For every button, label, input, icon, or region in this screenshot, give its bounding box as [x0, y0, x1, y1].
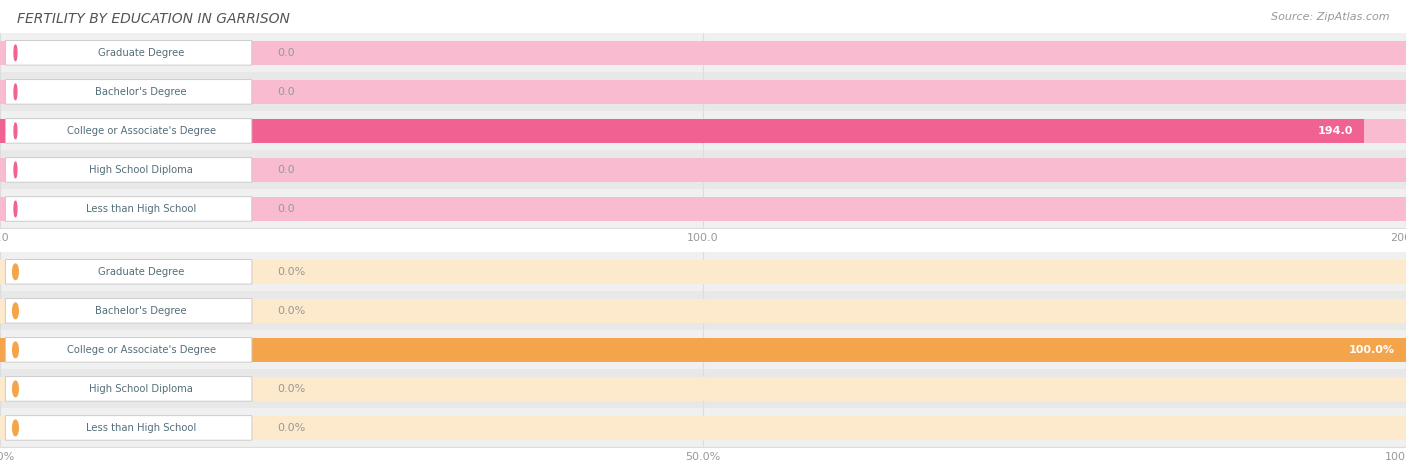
Circle shape — [13, 342, 18, 357]
Circle shape — [14, 84, 17, 99]
Bar — [0, 377, 1406, 401]
Text: College or Associate's Degree: College or Associate's Degree — [66, 345, 217, 355]
FancyBboxPatch shape — [6, 377, 252, 401]
Text: High School Diploma: High School Diploma — [90, 384, 193, 394]
Text: 0.0: 0.0 — [277, 48, 295, 58]
Circle shape — [13, 264, 18, 279]
Bar — [0, 330, 1406, 369]
Bar — [0, 416, 1406, 440]
FancyBboxPatch shape — [6, 197, 252, 221]
Circle shape — [13, 303, 18, 318]
FancyBboxPatch shape — [6, 337, 252, 362]
Circle shape — [14, 123, 17, 139]
Bar — [0, 338, 1406, 362]
Bar — [0, 119, 1406, 143]
Bar — [0, 119, 1364, 143]
Bar — [0, 299, 1406, 323]
Bar — [0, 72, 1406, 111]
Bar — [0, 111, 1406, 150]
Text: 0.0%: 0.0% — [277, 306, 305, 316]
Text: Source: ZipAtlas.com: Source: ZipAtlas.com — [1271, 12, 1389, 22]
FancyBboxPatch shape — [6, 259, 252, 284]
FancyBboxPatch shape — [6, 119, 252, 143]
Text: FERTILITY BY EDUCATION IN GARRISON: FERTILITY BY EDUCATION IN GARRISON — [17, 12, 290, 26]
Bar — [0, 150, 1406, 189]
Text: Less than High School: Less than High School — [86, 423, 197, 433]
Bar — [0, 33, 1406, 72]
Bar — [0, 291, 1406, 330]
Text: Bachelor's Degree: Bachelor's Degree — [96, 87, 187, 97]
Text: 0.0%: 0.0% — [277, 267, 305, 277]
FancyBboxPatch shape — [6, 79, 252, 104]
Text: College or Associate's Degree: College or Associate's Degree — [66, 126, 217, 136]
Text: Less than High School: Less than High School — [86, 204, 197, 214]
FancyBboxPatch shape — [6, 40, 252, 65]
Bar — [0, 80, 1406, 104]
Bar — [0, 41, 1406, 65]
Text: 0.0: 0.0 — [277, 204, 295, 214]
Text: Bachelor's Degree: Bachelor's Degree — [96, 306, 187, 316]
Text: 0.0: 0.0 — [277, 165, 295, 175]
Bar — [0, 338, 1406, 362]
Text: 0.0: 0.0 — [277, 87, 295, 97]
Text: 100.0%: 100.0% — [1348, 345, 1395, 355]
FancyBboxPatch shape — [6, 416, 252, 440]
Bar — [0, 189, 1406, 228]
Bar — [0, 158, 1406, 182]
FancyBboxPatch shape — [6, 298, 252, 323]
Circle shape — [13, 381, 18, 397]
Bar — [0, 197, 1406, 221]
Circle shape — [13, 420, 18, 436]
Text: Graduate Degree: Graduate Degree — [98, 48, 184, 58]
Text: Graduate Degree: Graduate Degree — [98, 267, 184, 277]
Bar — [0, 369, 1406, 408]
Text: 194.0: 194.0 — [1317, 126, 1353, 136]
Bar — [0, 260, 1406, 284]
Bar — [0, 408, 1406, 447]
Text: 0.0%: 0.0% — [277, 423, 305, 433]
Circle shape — [14, 162, 17, 178]
FancyBboxPatch shape — [6, 158, 252, 182]
Circle shape — [14, 201, 17, 217]
Text: 0.0%: 0.0% — [277, 384, 305, 394]
Text: High School Diploma: High School Diploma — [90, 165, 193, 175]
Circle shape — [14, 45, 17, 60]
Bar — [0, 252, 1406, 291]
